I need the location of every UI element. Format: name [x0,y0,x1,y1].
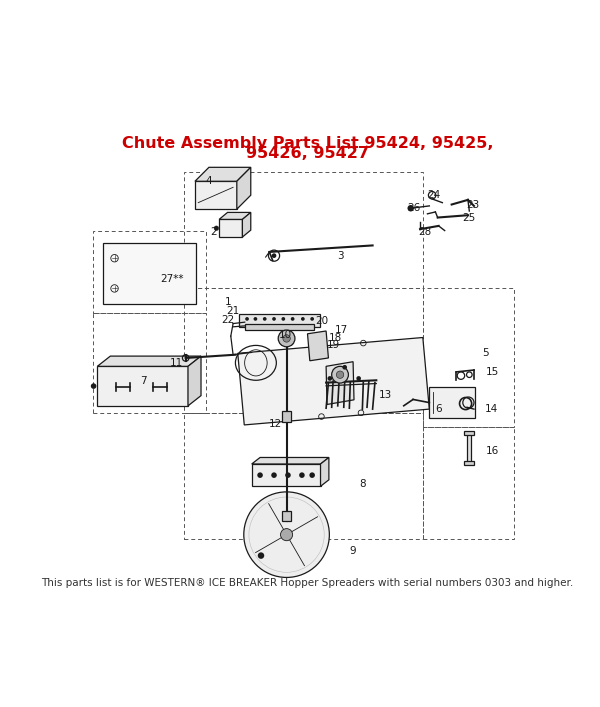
Polygon shape [326,362,354,404]
Bar [239,314,320,327]
Circle shape [285,472,291,478]
Text: 6: 6 [436,404,442,414]
Bar [92,313,206,413]
Text: 27**: 27** [160,274,184,284]
Text: 17: 17 [334,325,347,335]
Text: 15: 15 [486,367,499,377]
Text: 12: 12 [268,419,281,429]
Bar [97,366,188,406]
Text: 13: 13 [379,390,392,400]
Text: 7: 7 [140,376,147,386]
Text: 14: 14 [485,404,498,414]
Polygon shape [308,331,328,361]
Circle shape [91,383,97,389]
Bar [281,336,292,344]
Circle shape [301,317,305,321]
Text: 26: 26 [407,203,420,214]
Circle shape [328,376,332,381]
Circle shape [310,472,315,478]
Circle shape [283,334,290,342]
Polygon shape [320,457,329,486]
Text: 16: 16 [486,446,499,456]
Circle shape [343,365,347,370]
Circle shape [257,472,263,478]
Text: Chute Assembly Parts List 95424, 95425,: Chute Assembly Parts List 95424, 95425, [122,136,493,151]
Circle shape [272,317,276,321]
Text: 22: 22 [221,315,234,325]
Text: 2: 2 [210,228,217,238]
Text: 28: 28 [418,228,431,238]
Circle shape [281,317,285,321]
Circle shape [299,472,305,478]
Circle shape [281,529,293,541]
Bar [430,387,475,419]
Bar [467,433,471,463]
Text: 5: 5 [482,349,488,358]
Circle shape [214,226,218,230]
Circle shape [332,366,349,383]
Polygon shape [97,356,201,366]
Circle shape [254,317,257,321]
Circle shape [271,472,277,478]
Bar [282,511,291,521]
Circle shape [244,492,329,578]
Text: 3: 3 [337,251,343,261]
Bar [92,231,206,313]
Circle shape [272,253,277,258]
Circle shape [245,317,249,321]
Circle shape [356,376,361,381]
Bar [245,325,314,330]
Polygon shape [238,337,430,425]
Circle shape [278,330,295,347]
Text: 4: 4 [206,176,212,186]
Circle shape [310,317,314,321]
Bar [464,461,473,465]
Polygon shape [242,212,251,237]
Bar [184,413,423,539]
Text: This parts list is for WESTERN® ICE BREAKER Hopper Spreaders with serial numbers: This parts list is for WESTERN® ICE BREA… [41,578,574,588]
Text: 18: 18 [329,332,342,342]
Bar [103,243,196,303]
Bar [184,172,423,288]
Polygon shape [195,181,237,209]
Circle shape [407,205,414,211]
Text: 24: 24 [427,190,440,200]
Text: 19: 19 [327,340,340,350]
Polygon shape [237,168,251,209]
Circle shape [337,371,344,378]
Text: 8: 8 [359,479,365,489]
Text: 21: 21 [226,305,240,315]
Text: 1: 1 [225,297,232,307]
Text: 23: 23 [466,199,479,209]
Bar [464,431,473,435]
Bar [184,288,423,413]
Bar [423,427,514,539]
Text: 11: 11 [170,358,183,368]
Text: 25: 25 [463,214,476,223]
Circle shape [263,317,266,321]
Bar [252,464,320,486]
Text: 10: 10 [278,329,292,340]
Bar [423,288,514,427]
Polygon shape [188,356,201,406]
Text: 95426, 95427: 95426, 95427 [246,146,369,161]
Polygon shape [219,212,251,219]
Polygon shape [195,168,251,181]
Text: 20: 20 [315,316,328,326]
Bar [219,219,242,237]
Text: 9: 9 [350,547,356,556]
Circle shape [258,552,264,559]
Circle shape [291,317,295,321]
Polygon shape [252,457,329,464]
Bar [282,411,291,422]
